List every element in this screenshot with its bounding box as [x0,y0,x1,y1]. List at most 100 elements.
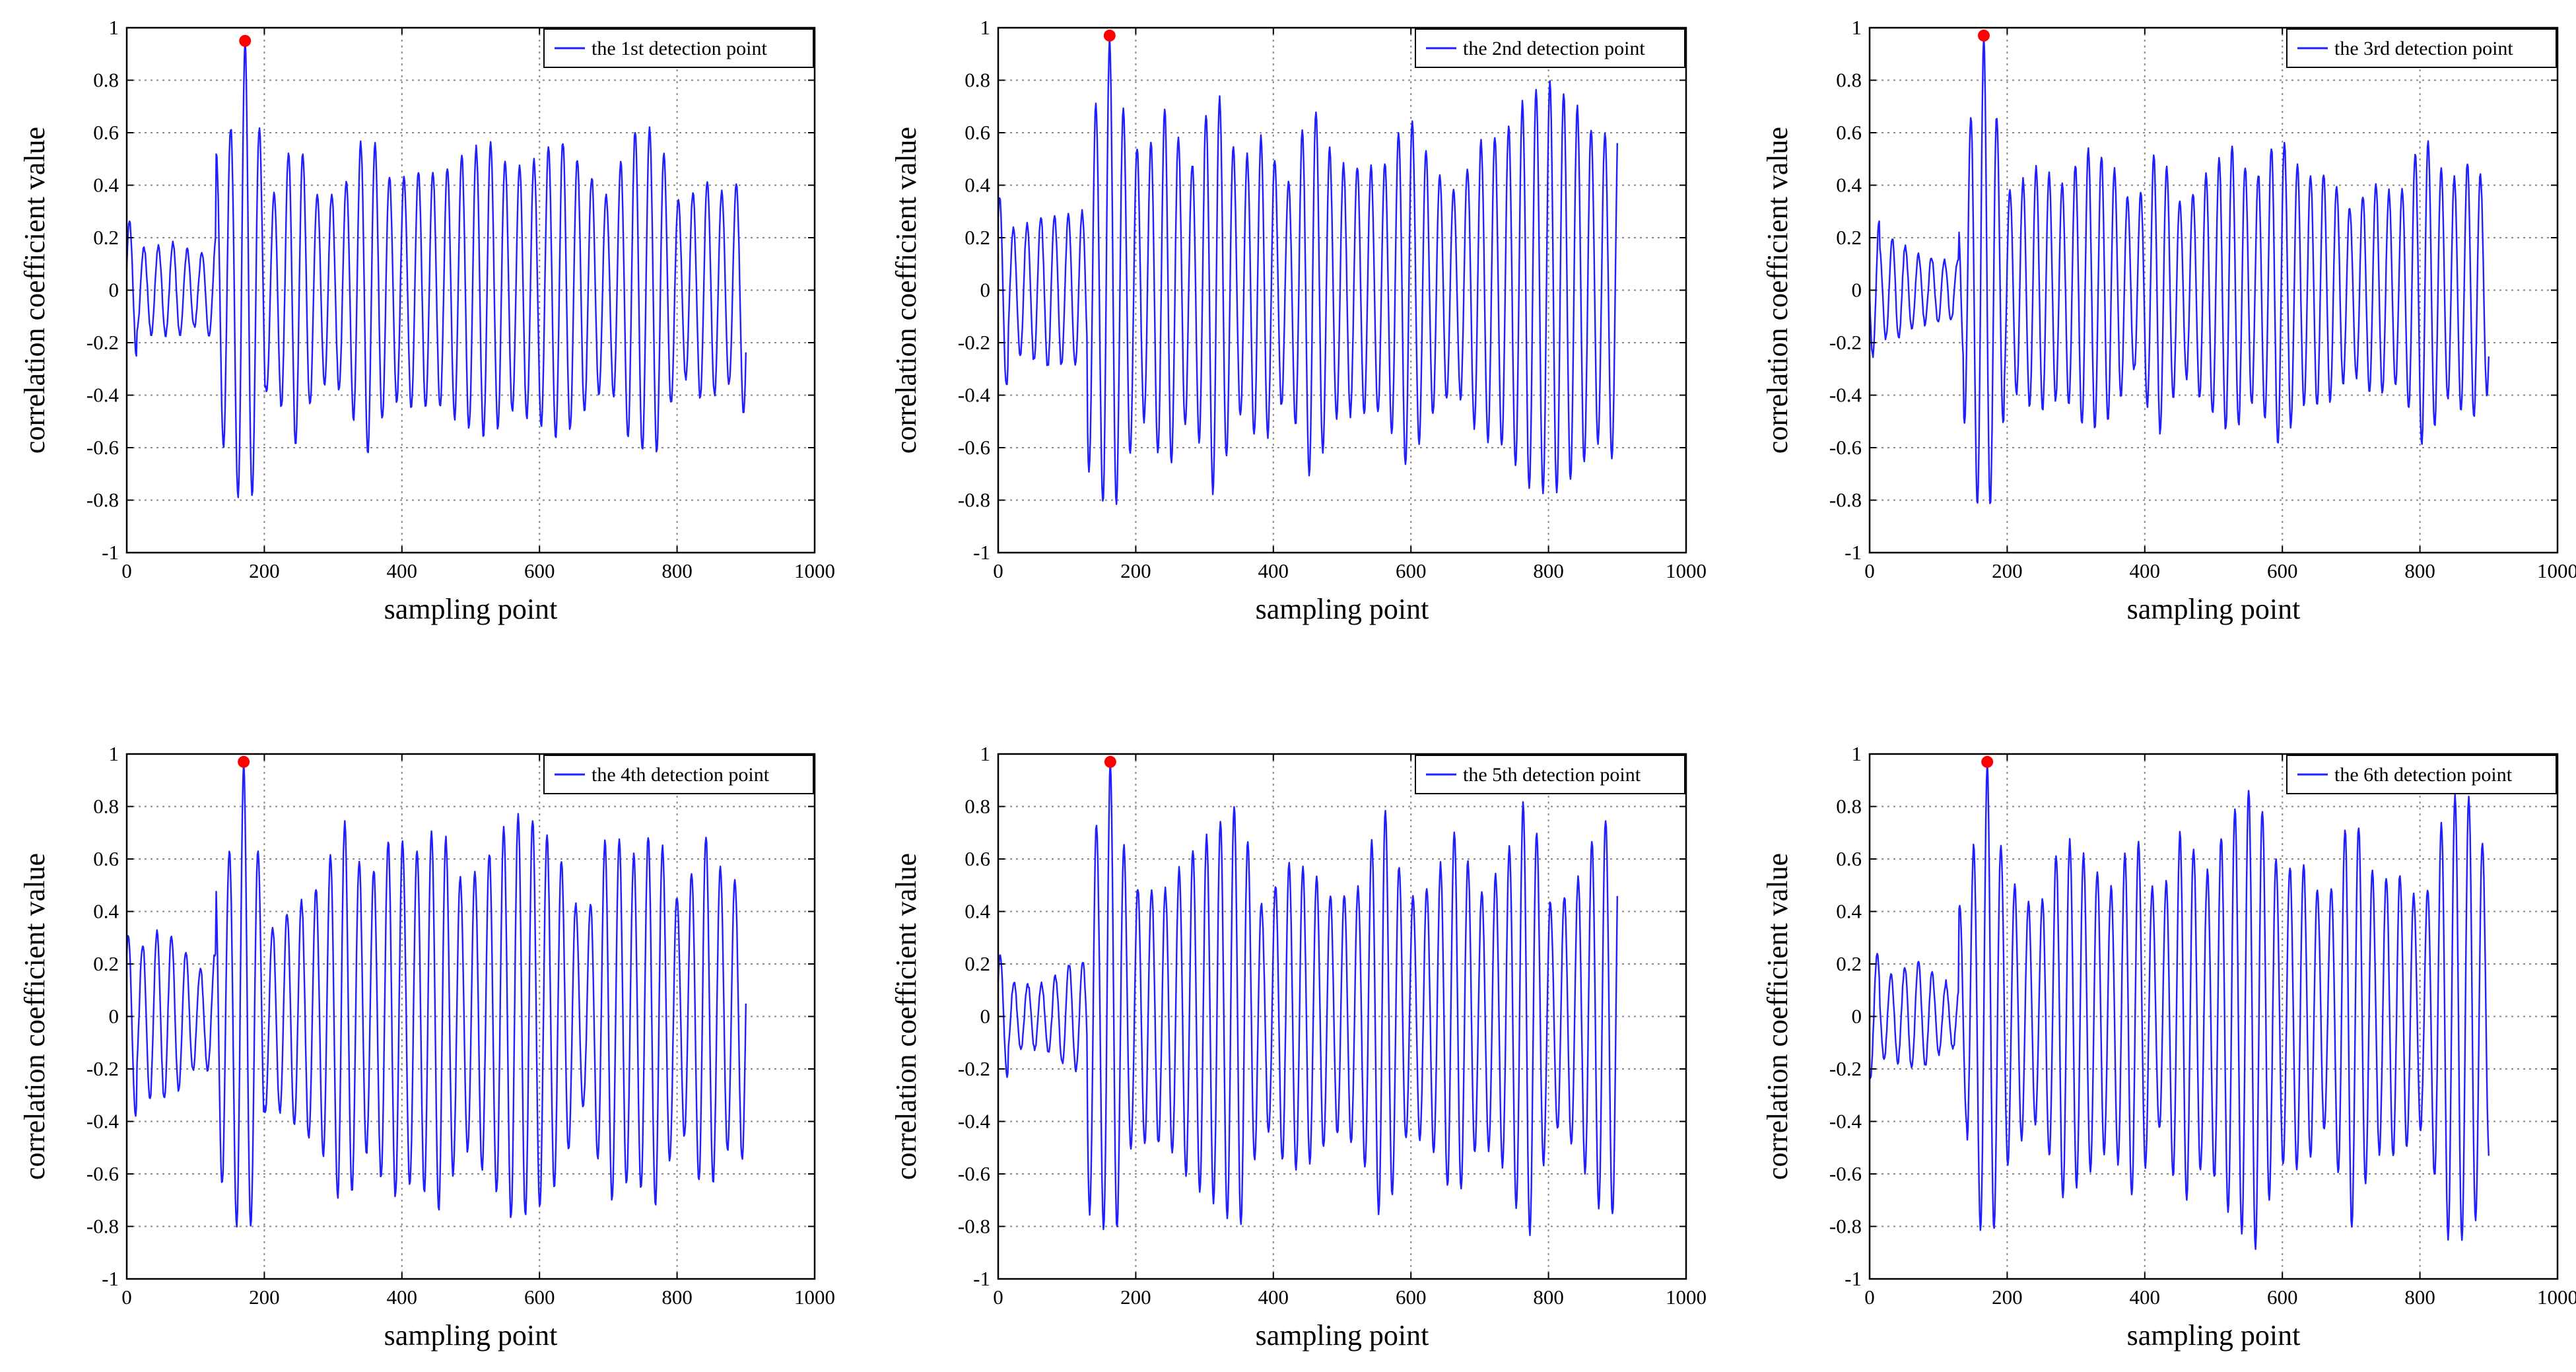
y-tick-label: 0.2 [93,952,119,975]
plot-area [998,754,1686,1279]
y-tick-label: -0.4 [1829,1110,1862,1133]
x-axis-label: sampling point [384,593,558,625]
y-tick-label: 0.8 [1836,795,1862,818]
y-tick-label: -1 [102,1267,119,1290]
x-axis-label: sampling point [1256,593,1429,625]
legend-box [1415,28,1685,68]
y-tick-label: -0.4 [86,1110,119,1133]
y-tick-label: 0.8 [965,795,990,818]
y-tick-label: 1 [109,742,119,765]
y-axis-label: correlation coefficient value [890,853,922,1180]
y-tick-label: 0 [109,1005,119,1028]
y-axis-label: correlation coefficient value [1761,127,1794,454]
x-tick-label: 1000 [1666,559,1707,582]
x-tick-label: 200 [1992,559,2023,582]
x-tick-label: 1000 [2537,1286,2576,1309]
y-tick-label: 0 [980,1005,991,1028]
y-tick-label: 0.6 [93,847,119,870]
peak-marker [238,755,250,768]
legend-label: the 6th detection point [2334,764,2513,786]
y-tick-label: 0.2 [1836,226,1862,249]
series-line [1869,761,2490,1251]
y-tick-label: 1 [980,16,991,39]
y-tick-label: -0.4 [958,384,991,407]
y-tick-label: -0.8 [958,489,990,512]
y-tick-label: 0.4 [965,900,990,923]
legend-box [1415,755,1685,794]
peak-marker [1977,29,1990,42]
chart-panel-6: 0 200 400 600 800 1000 -1 -0.8 -0.6 -0.4 -0.2 0 0.2 0… [1761,742,2576,1352]
y-tick-label: -0.6 [86,1162,119,1185]
chart-panel-2: 0 200 400 600 800 1000 -1 -0.8 -0.6 -0.4 -0.2 0 0.2 0… [890,16,1707,625]
peak-marker [1103,29,1116,42]
x-tick-label: 600 [524,559,555,582]
y-tick-label: 0.8 [965,69,990,92]
x-tick-label: 200 [1120,559,1151,582]
x-axis-label: sampling point [1256,1319,1429,1352]
chart-panel-4: 0 200 400 600 800 1000 -1 -0.8 -0.6 -0.4 -0.2 0 0.2 0… [18,742,835,1352]
x-tick-label: 200 [1120,1286,1151,1309]
x-tick-label: 600 [2267,1286,2298,1309]
x-tick-label: 0 [993,1286,1003,1309]
y-tick-label: 0.4 [1836,900,1862,923]
legend: the 4th detection point [543,755,814,794]
y-tick-label: 0.8 [1836,69,1862,92]
series-line [997,34,1618,505]
legend-box [2286,28,2557,68]
y-tick-label: 0.6 [93,121,119,144]
x-tick-label: 400 [1258,559,1289,582]
y-axis-label: correlation coefficient value [1761,853,1794,1180]
y-tick-label: -1 [973,1267,990,1290]
y-tick-label: 0 [109,279,119,302]
y-tick-label: 0.2 [965,226,990,249]
y-tick-label: -0.2 [958,331,990,354]
series-line [997,761,1618,1237]
legend-label: the 2nd detection point [1463,38,1645,59]
x-tick-label: 1000 [1666,1286,1707,1309]
y-tick-label: -0.8 [86,1215,119,1238]
legend: the 5th detection point [1415,755,1685,794]
y-tick-label: -0.2 [1829,1057,1862,1080]
x-tick-label: 800 [661,559,693,582]
plot-area [1870,28,2558,553]
x-tick-label: 0 [121,559,132,582]
x-tick-label: 1000 [2537,559,2576,582]
y-tick-label: 0.8 [93,795,119,818]
x-tick-label: 0 [993,559,1003,582]
x-tick-label: 1000 [794,559,835,582]
legend: the 1st detection point [543,28,814,68]
chart-panel-1: 0 200 400 600 800 1000 -1 -0.8 -0.6 -0.4 -0.2 0 0.2 0… [18,16,835,625]
x-tick-label: 400 [2130,559,2161,582]
y-tick-label: 0.4 [93,900,119,923]
peak-marker [1104,755,1116,768]
x-tick-label: 600 [1396,559,1427,582]
x-tick-label: 800 [2404,1286,2435,1309]
chart-panel-5: 0 200 400 600 800 1000 -1 -0.8 -0.6 -0.4 -0.2 0 0.2 0… [890,742,1707,1352]
x-tick-label: 800 [2404,559,2435,582]
x-tick-label: 0 [1864,559,1875,582]
legend: the 2nd detection point [1415,28,1685,68]
legend: the 3rd detection point [2286,28,2557,68]
x-tick-label: 200 [1992,1286,2023,1309]
x-tick-label: 400 [1258,1286,1289,1309]
y-tick-label: -0.2 [86,331,119,354]
legend-box [543,28,814,68]
y-tick-label: 0.4 [965,174,990,197]
x-tick-label: 1000 [794,1286,835,1309]
x-axis-label: sampling point [2127,593,2301,625]
y-tick-label: -0.4 [86,384,119,407]
y-tick-label: 1 [109,16,119,39]
y-axis-label: correlation coefficient value [18,127,51,454]
legend-label: the 3rd detection point [2334,38,2513,59]
y-tick-label: -0.6 [86,436,119,459]
y-tick-label: 0.2 [1836,952,1862,975]
x-tick-label: 600 [524,1286,555,1309]
y-tick-label: -0.4 [958,1110,991,1133]
legend-label: the 1st detection point [592,38,767,59]
y-tick-label: 0.6 [965,847,990,870]
y-tick-label: -0.6 [958,1162,990,1185]
y-tick-label: -1 [973,541,990,564]
y-tick-label: 1 [1852,16,1862,39]
x-axis-label: sampling point [2127,1319,2301,1352]
